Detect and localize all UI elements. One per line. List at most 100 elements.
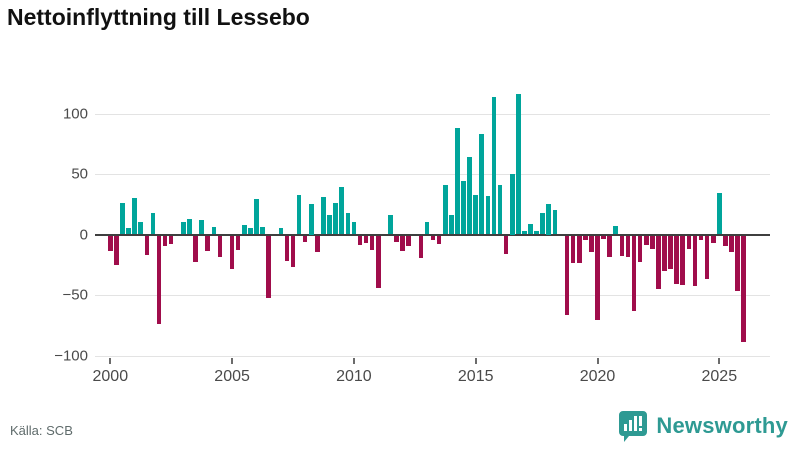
bar [528, 223, 533, 235]
bar [120, 203, 125, 235]
bar [248, 228, 253, 235]
bar [613, 226, 619, 235]
bar [266, 235, 271, 299]
bar [168, 235, 174, 244]
bar [229, 235, 235, 270]
bar [455, 128, 460, 235]
bar [260, 227, 265, 235]
x-axis-tick-mark [474, 358, 477, 364]
bar [637, 235, 643, 263]
bar [199, 219, 204, 235]
bar [656, 235, 661, 289]
bar [698, 235, 704, 241]
bar [479, 134, 485, 235]
bar [315, 235, 320, 253]
bar [522, 230, 527, 235]
bar [345, 212, 351, 235]
bar [595, 235, 600, 321]
bar [150, 212, 156, 235]
bar [284, 235, 290, 261]
y-axis-tick-label: −100 [54, 347, 88, 364]
x-axis-tick-label: 2005 [214, 368, 250, 385]
bar [296, 194, 302, 235]
x-axis-tick-mark [596, 358, 599, 364]
bar [388, 215, 393, 235]
bar [674, 235, 679, 284]
bar [601, 235, 606, 240]
bar [607, 235, 612, 258]
bar [668, 235, 673, 270]
bar [583, 235, 588, 241]
bar [308, 204, 314, 235]
bar [686, 235, 692, 249]
bar [485, 195, 491, 235]
gridline-y--50 [95, 295, 770, 296]
gridline-y-50 [95, 174, 770, 175]
bar [406, 235, 411, 247]
y-axis-tick-label: 100 [62, 105, 88, 122]
bar [540, 212, 545, 235]
bar [187, 218, 192, 235]
bar [619, 235, 625, 257]
bar [449, 215, 454, 235]
bar [278, 228, 284, 235]
x-axis-tick-label: 2015 [457, 368, 494, 385]
x-axis-tick-label: 2010 [336, 368, 372, 385]
bar [704, 235, 710, 280]
bar [363, 235, 369, 243]
bar [290, 235, 296, 267]
source-note: Källa: SCB [10, 423, 73, 438]
x-axis-tick-label: 2000 [92, 368, 129, 385]
bar-chart-plot-area: 100 50 0 −50 −100 2000 2005 2010 2015 2020 2025 [54, 94, 770, 385]
bar [369, 235, 375, 251]
bar [375, 235, 381, 288]
bar [717, 193, 722, 235]
y-axis-tick-label: 50 [71, 165, 88, 183]
newsworthy-wordmark: Newsworthy [656, 413, 788, 438]
bar [650, 235, 655, 249]
bar [424, 222, 430, 235]
bar [144, 235, 150, 255]
bar [680, 235, 686, 286]
bar [710, 235, 716, 243]
bar [132, 198, 137, 235]
bar [211, 227, 217, 235]
bar [516, 94, 521, 235]
bar [156, 235, 162, 324]
bar [662, 235, 667, 271]
bar [351, 222, 357, 235]
bar [534, 230, 539, 235]
x-axis-tick-mark [352, 358, 355, 364]
newsworthy-logo-icon [618, 410, 648, 442]
x-axis-tick-mark [109, 358, 112, 364]
newsworthy-branding[interactable]: Newsworthy [618, 410, 788, 442]
bar [643, 235, 649, 246]
chart-title: Nettoinflyttning till Lessebo [7, 4, 310, 30]
bar [503, 235, 509, 254]
bar [509, 174, 515, 235]
bar [467, 157, 472, 235]
x-axis-tick-label: 2025 [701, 368, 738, 385]
bar [741, 235, 746, 342]
x-axis-zero-line [95, 233, 770, 236]
bar [589, 235, 594, 253]
y-axis-tick-label: −50 [62, 286, 88, 304]
x-axis-tick-mark [718, 358, 721, 364]
bar [217, 235, 223, 258]
bar [241, 224, 247, 235]
bar [570, 235, 576, 264]
bar [205, 235, 211, 252]
bar [108, 235, 113, 252]
y-axis-tick-label: 0 [79, 226, 88, 243]
bar [735, 235, 740, 292]
bar [400, 235, 405, 252]
bar [126, 228, 131, 235]
bar [430, 235, 436, 241]
bar [436, 235, 442, 244]
bar [491, 96, 497, 235]
x-axis-tick-label: 2020 [579, 368, 616, 385]
bar [181, 222, 186, 235]
gridline-y-100 [95, 113, 770, 115]
bar [114, 235, 119, 265]
bar [321, 196, 326, 235]
